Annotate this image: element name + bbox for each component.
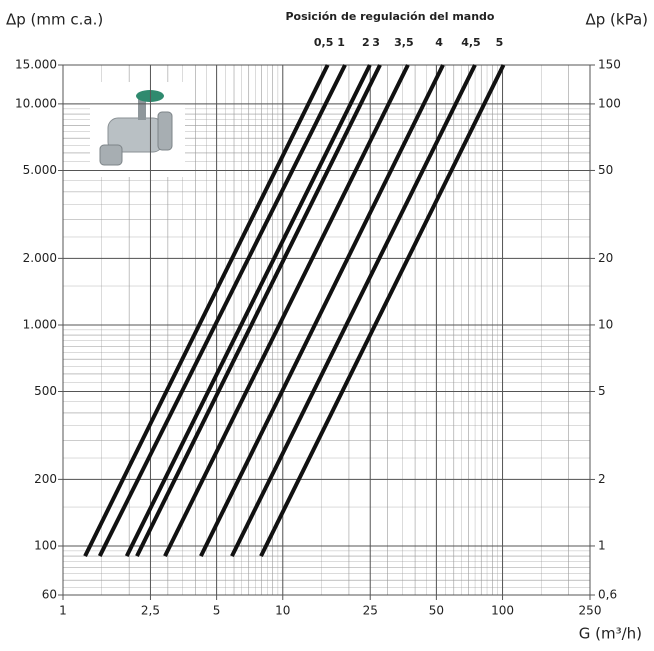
y-tick-label: 200 — [34, 472, 57, 486]
y2-tick-label: 20 — [598, 251, 613, 265]
x-tick-label: 100 — [491, 604, 514, 618]
y-tick-label: 10.000 — [15, 96, 57, 110]
y-axis-label: Δp (mm c.a.) — [6, 11, 103, 29]
legend-title: Posición de regulación del mando — [286, 10, 495, 23]
legend-label: 0,5 — [314, 36, 334, 49]
legend-label: 3,5 — [394, 36, 414, 49]
y-tick-label: 1.000 — [23, 317, 57, 331]
x-tick-label: 50 — [429, 604, 444, 618]
y-tick-label: 2.000 — [23, 251, 57, 265]
y2-tick-label: 2 — [598, 472, 606, 486]
x-tick-label: 10 — [275, 604, 290, 618]
y2-tick-label: 1 — [598, 538, 606, 552]
y-tick-label: 5.000 — [23, 163, 57, 177]
legend-label: 2 — [362, 36, 370, 49]
legend-label: 3 — [372, 36, 380, 49]
series-line — [199, 64, 445, 557]
y2-tick-label: 100 — [598, 96, 621, 110]
y-tick-label: 60 — [42, 588, 57, 602]
y2-tick-label: 5 — [598, 384, 606, 398]
legend-label: 4 — [435, 36, 443, 49]
y2-tick-label: 150 — [598, 58, 621, 72]
y2-tick-label: 50 — [598, 163, 613, 177]
y2-tick-label: 0,6 — [598, 588, 617, 602]
x-tick-label: 2,5 — [141, 604, 160, 618]
x-axis-label: G (m³/h) — [579, 625, 642, 643]
y-tick-label: 500 — [34, 384, 57, 398]
series-line — [135, 64, 382, 557]
x-tick-label: 1 — [59, 604, 67, 618]
series-line — [259, 64, 506, 557]
legend-label: 4,5 — [461, 36, 481, 49]
series-line — [97, 64, 347, 557]
legend-label: 5 — [496, 36, 504, 49]
series-line — [230, 64, 477, 557]
y2-tick-label: 10 — [598, 317, 613, 331]
legend-label: 1 — [337, 36, 345, 49]
series-line — [163, 64, 410, 557]
y2-axis-label: Δp (kPa) — [585, 11, 648, 29]
series-line — [124, 64, 372, 557]
x-tick-label: 25 — [363, 604, 378, 618]
y-tick-label: 15.000 — [15, 58, 57, 72]
series-line — [83, 64, 330, 557]
y-tick-label: 100 — [34, 538, 57, 552]
valve-image — [90, 82, 185, 177]
x-tick-label: 250 — [579, 604, 602, 618]
x-tick-label: 5 — [213, 604, 221, 618]
